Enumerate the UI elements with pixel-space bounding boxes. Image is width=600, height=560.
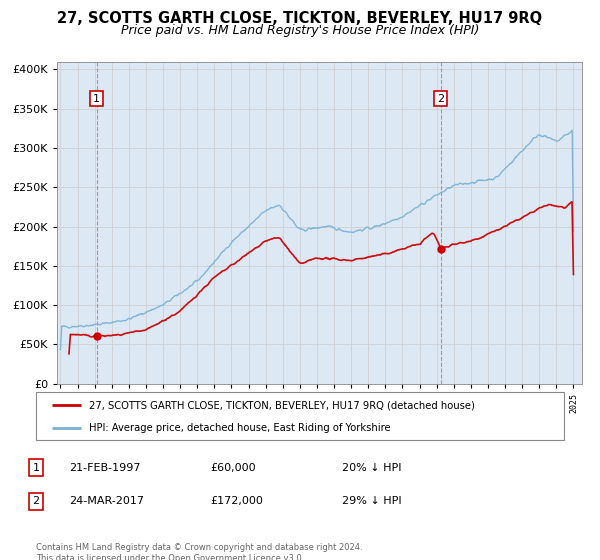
Text: 29% ↓ HPI: 29% ↓ HPI — [342, 496, 401, 506]
Text: 1: 1 — [93, 94, 100, 104]
Text: 27, SCOTTS GARTH CLOSE, TICKTON, BEVERLEY, HU17 9RQ (detached house): 27, SCOTTS GARTH CLOSE, TICKTON, BEVERLE… — [89, 400, 475, 410]
Text: £60,000: £60,000 — [210, 463, 256, 473]
Text: 24-MAR-2017: 24-MAR-2017 — [69, 496, 144, 506]
Text: 20% ↓ HPI: 20% ↓ HPI — [342, 463, 401, 473]
Text: 21-FEB-1997: 21-FEB-1997 — [69, 463, 140, 473]
Text: HPI: Average price, detached house, East Riding of Yorkshire: HPI: Average price, detached house, East… — [89, 423, 391, 433]
Text: Price paid vs. HM Land Registry's House Price Index (HPI): Price paid vs. HM Land Registry's House … — [121, 24, 479, 36]
Text: Contains HM Land Registry data © Crown copyright and database right 2024.
This d: Contains HM Land Registry data © Crown c… — [36, 543, 362, 560]
Text: 27, SCOTTS GARTH CLOSE, TICKTON, BEVERLEY, HU17 9RQ: 27, SCOTTS GARTH CLOSE, TICKTON, BEVERLE… — [58, 11, 542, 26]
Text: 2: 2 — [437, 94, 444, 104]
Text: 2: 2 — [32, 496, 40, 506]
Text: £172,000: £172,000 — [210, 496, 263, 506]
Text: 1: 1 — [32, 463, 40, 473]
